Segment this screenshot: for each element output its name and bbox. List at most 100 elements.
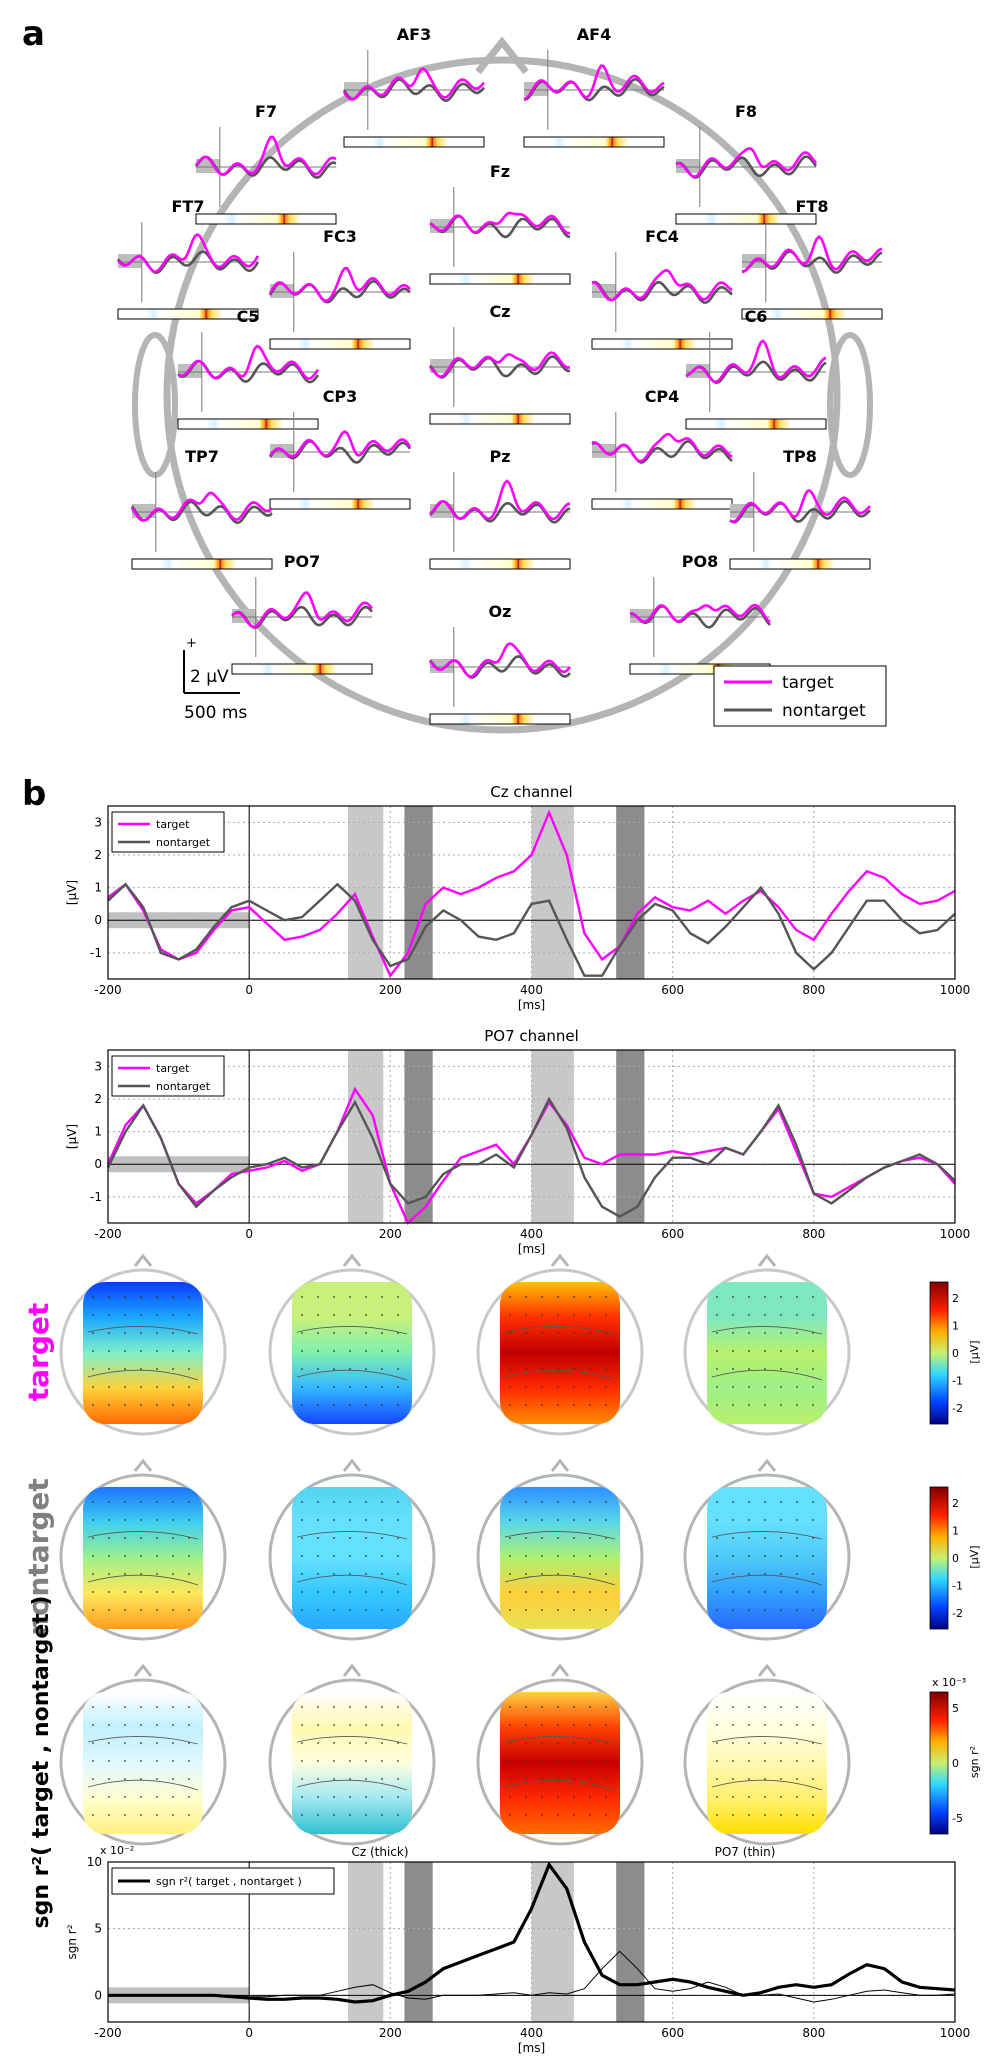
electrode-dot — [156, 1404, 158, 1406]
electrode-dot — [780, 1609, 782, 1611]
electrode-dot — [124, 1314, 126, 1316]
electrode-dot — [557, 1368, 559, 1370]
electrode-dot — [301, 1778, 303, 1780]
y-axis-label: sgn r² — [65, 1924, 79, 1959]
x-axis-label: [ms] — [518, 998, 545, 1012]
electrode-dot — [525, 1537, 527, 1539]
electrode-dot — [140, 1742, 142, 1744]
electrode-dot — [301, 1501, 303, 1503]
interval-band-0 — [347, 806, 384, 979]
electrode-dot — [140, 1296, 142, 1298]
electrode-dot — [381, 1573, 383, 1575]
electrode-dot — [748, 1350, 750, 1352]
electrode-dot — [140, 1796, 142, 1798]
row-label-target: target — [22, 1303, 55, 1402]
electrode-dot — [92, 1386, 94, 1388]
electrode-dot — [301, 1609, 303, 1611]
electrode-dot — [92, 1314, 94, 1316]
electrode-dot — [301, 1760, 303, 1762]
electrode-dot — [748, 1314, 750, 1316]
electrode-dot — [732, 1350, 734, 1352]
electrode-dot — [812, 1778, 814, 1780]
electrode-dot — [573, 1742, 575, 1744]
r2-heat-strip — [195, 213, 337, 225]
electrode-dot — [140, 1501, 142, 1503]
electrode-dot — [397, 1296, 399, 1298]
electrode-dot — [349, 1573, 351, 1575]
electrode-dot — [381, 1724, 383, 1726]
electrode-dot — [156, 1501, 158, 1503]
target-trace — [117, 232, 260, 274]
colorbar-tick: 2 — [952, 1497, 959, 1510]
legend-nontarget-label: nontarget — [156, 836, 211, 849]
electrode-dot — [349, 1314, 351, 1316]
legend-box — [111, 1055, 225, 1097]
electrode-dot — [381, 1778, 383, 1780]
colorbar-tick: -2 — [952, 1402, 963, 1415]
electrode-dot — [732, 1555, 734, 1557]
electrode-dot — [301, 1742, 303, 1744]
electrode-dot — [365, 1368, 367, 1370]
electrode-fc3: FC3 — [268, 227, 411, 350]
electrode-tp8: TP8 — [729, 447, 871, 570]
electrode-dot — [301, 1796, 303, 1798]
electrode-dot — [172, 1724, 174, 1726]
electrode-dot — [509, 1814, 511, 1816]
contour-line — [296, 1369, 408, 1381]
electrode-dot — [317, 1314, 319, 1316]
electrode-dot — [716, 1778, 718, 1780]
topomap-target-2 — [268, 1253, 436, 1436]
y-tick-label: 0 — [94, 1988, 102, 2002]
x-tick-label: 200 — [379, 1227, 402, 1241]
electrode-dot — [108, 1778, 110, 1780]
electrode-dot — [317, 1537, 319, 1539]
electrode-dot — [301, 1814, 303, 1816]
electrode-dot — [301, 1591, 303, 1593]
scalp-map — [500, 1282, 620, 1424]
subtitle-po7: PO7 (thin) — [715, 1845, 776, 1859]
electrode-dot — [108, 1537, 110, 1539]
electrode-dot — [573, 1796, 575, 1798]
x-tick-label: 1000 — [940, 1227, 971, 1241]
contour-line — [711, 1574, 823, 1586]
electrode-dot — [172, 1814, 174, 1816]
scalebar-amplitude: 2 µV — [190, 667, 229, 687]
electrode-dot — [349, 1350, 351, 1352]
electrode-dot — [124, 1537, 126, 1539]
electrode-dot — [605, 1501, 607, 1503]
scalp-map — [83, 1487, 203, 1629]
electrode-dot — [780, 1760, 782, 1762]
electrode-ft8: FT8 — [741, 197, 883, 320]
electrode-dot — [716, 1591, 718, 1593]
electrode-dot — [764, 1537, 766, 1539]
electrode-dot — [764, 1760, 766, 1762]
electrode-dot — [365, 1796, 367, 1798]
topomap-target-1 — [59, 1253, 227, 1436]
r2-heat-strip — [591, 498, 733, 510]
electrode-dot — [509, 1296, 511, 1298]
legend-sgn-label: sgn r²( target , nontarget ) — [156, 1875, 302, 1888]
electrode-dot — [317, 1296, 319, 1298]
electrode-dot — [333, 1537, 335, 1539]
y-tick-label: 2 — [94, 1092, 102, 1106]
electrode-dot — [172, 1760, 174, 1762]
electrode-dot — [140, 1591, 142, 1593]
electrode-dot — [301, 1573, 303, 1575]
electrode-dot — [573, 1501, 575, 1503]
topomap-sgn-1 — [59, 1663, 227, 1846]
electrode-dot — [541, 1501, 543, 1503]
electrode-dot — [140, 1609, 142, 1611]
electrode-dot — [172, 1386, 174, 1388]
electrode-dot — [509, 1760, 511, 1762]
contour-line — [711, 1779, 823, 1791]
electrode-dot — [732, 1368, 734, 1370]
electrode-dot — [333, 1609, 335, 1611]
electrode-dot — [589, 1314, 591, 1316]
electrode-dot — [509, 1368, 511, 1370]
electrode-dot — [796, 1314, 798, 1316]
electrode-dot — [365, 1724, 367, 1726]
electrode-dot — [140, 1573, 142, 1575]
nontarget-trace — [675, 155, 818, 179]
electrode-dot — [381, 1555, 383, 1557]
electrode-dot — [812, 1519, 814, 1521]
